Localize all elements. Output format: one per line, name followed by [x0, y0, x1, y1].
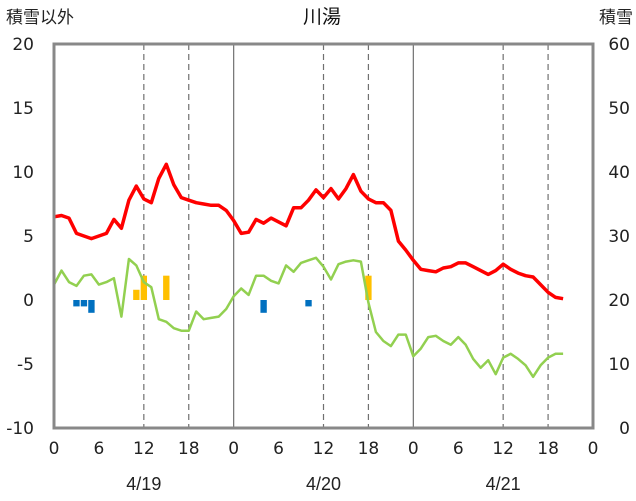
left-tick-label: -10	[6, 419, 34, 439]
x-tick-label: 12	[492, 439, 514, 459]
left-tick-label: 20	[12, 35, 34, 55]
bar	[88, 300, 95, 313]
bar	[365, 275, 372, 300]
bar	[140, 275, 148, 300]
left-axis-label: 積雪以外	[6, 8, 74, 28]
grid-lines	[143, 44, 549, 428]
right-tick-label: 50	[608, 99, 630, 119]
right-tick-label: 0	[619, 419, 630, 439]
x-tick-label: 18	[358, 439, 380, 459]
left-tick-label: -5	[17, 355, 34, 375]
x-tick-label: 6	[453, 439, 464, 459]
x-tick-label: 18	[178, 439, 200, 459]
x-tick-label: 0	[49, 439, 60, 459]
series-line-red	[53, 162, 564, 301]
right-axis-label: 積雪	[599, 8, 633, 28]
right-tick-label: 20	[608, 291, 630, 311]
right-tick-label: 30	[608, 227, 630, 247]
right-tick-label: 60	[608, 35, 630, 55]
line-series	[52, 162, 564, 430]
left-tick-label: 15	[12, 99, 34, 119]
bar	[260, 300, 267, 313]
bar-series	[73, 275, 372, 313]
bar	[305, 300, 312, 307]
x-tick-label: 12	[133, 439, 155, 459]
chart-title: 川湯	[303, 6, 341, 28]
bar	[73, 300, 80, 307]
date-label: 4/19	[126, 474, 161, 494]
x-tick-label: 18	[537, 439, 559, 459]
bar	[80, 300, 88, 307]
x-tick-label: 0	[588, 439, 599, 459]
x-tick-label: 6	[273, 439, 284, 459]
x-tick-label: 0	[228, 439, 239, 459]
x-tick-label: 6	[94, 439, 105, 459]
left-tick-label: 0	[23, 291, 34, 311]
right-tick-label: 10	[608, 355, 630, 375]
series-line-green	[52, 256, 564, 379]
bar	[133, 289, 140, 300]
left-tick-label: 5	[23, 227, 34, 247]
bar	[163, 275, 170, 300]
left-tick-label: 10	[12, 163, 34, 183]
x-tick-label: 0	[408, 439, 419, 459]
plot-frame	[52, 42, 595, 430]
date-label: 4/21	[486, 474, 521, 494]
x-tick-label: 12	[313, 439, 335, 459]
right-tick-label: 40	[608, 163, 630, 183]
date-label: 4/20	[306, 474, 341, 494]
